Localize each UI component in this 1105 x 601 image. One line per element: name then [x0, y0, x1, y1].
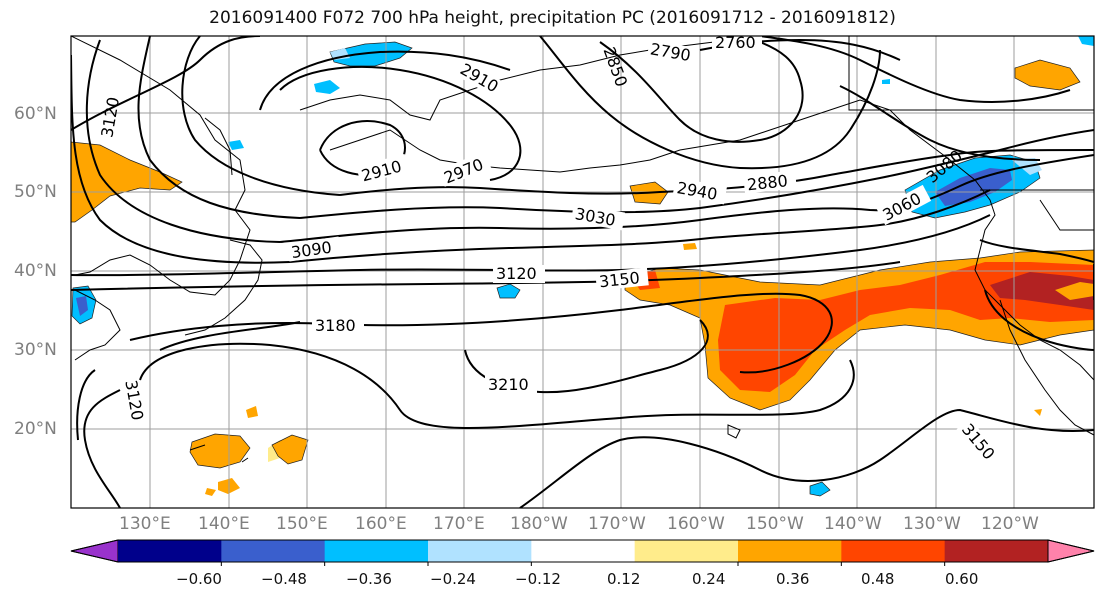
contour-label: 3210: [488, 375, 529, 394]
colorbar-outline: [70, 539, 1095, 563]
colorbar-extend-min: [70, 539, 119, 563]
colorbar-segment: [634, 540, 739, 562]
precip-orange-west: [71, 141, 183, 223]
lat-label-50n: 50°N: [14, 182, 57, 202]
colorbar-extend-max: [1047, 539, 1095, 563]
colorbar-segment: [841, 540, 946, 562]
colorbar-segment: [221, 540, 326, 562]
lon-label-170w: 170°W: [588, 514, 646, 534]
lat-label-20n: 20°N: [14, 419, 57, 439]
contour-label: 2880: [746, 171, 788, 194]
colorbar-tick-label: −0.36: [346, 570, 392, 588]
colorbar-tick-label: −0.12: [515, 570, 561, 588]
colorbar-tick-label: −0.60: [176, 570, 222, 588]
colorbar-segment: [944, 540, 1049, 562]
contour-label: 3120: [496, 264, 537, 283]
precip-darkred-core: [990, 272, 1094, 310]
map-frame: [70, 35, 1095, 509]
colorbar-tick-label: −0.48: [261, 570, 307, 588]
colorbar-tick-label: 0.24: [692, 570, 726, 588]
lon-label-180w: 180°W: [510, 514, 568, 534]
colorbar-segment: [428, 540, 532, 562]
precip-shading: [71, 36, 1094, 497]
contour-label: 3180: [315, 316, 356, 335]
lon-label-150e: 150°E: [276, 514, 328, 534]
colorbar-tick-label: 0.48: [861, 570, 895, 588]
graticule: [71, 36, 1094, 508]
colorbar: [70, 539, 1095, 566]
lon-label-140w: 140°W: [824, 514, 882, 534]
colorbar-tick-label: 0.60: [945, 570, 979, 588]
map-plot-area: 2760 2790 2850 2910 2910 2970 2940 2880 …: [71, 33, 1094, 508]
colorbar-tick-label: 0.12: [607, 570, 641, 588]
lon-label-160w: 160°W: [667, 514, 725, 534]
colorbar-segment: [738, 540, 842, 562]
colorbar-tick-label: 0.36: [776, 570, 810, 588]
contour-label: 2760: [715, 33, 756, 52]
lat-label-30n: 30°N: [14, 340, 57, 360]
lat-label-40n: 40°N: [14, 261, 57, 281]
lon-label-160e: 160°E: [355, 514, 407, 534]
map-title: 2016091400 F072 700 hPa height, precipit…: [209, 8, 896, 28]
contour-label: 3150: [598, 268, 640, 291]
colorbar-segment: [118, 540, 222, 562]
lon-label-170e: 170°E: [433, 514, 485, 534]
lon-label-120w: 120°W: [981, 514, 1039, 534]
colorbar-tick-label: −0.24: [430, 570, 476, 588]
lon-label-130w: 130°W: [903, 514, 961, 534]
lon-label-130e: 130°E: [119, 514, 171, 534]
lat-label-60n: 60°N: [14, 104, 57, 124]
lon-label-150w: 150°W: [746, 514, 804, 534]
lon-label-140e: 140°E: [198, 514, 250, 534]
precip-blue-bering: [329, 41, 413, 67]
colorbar-segment: [324, 540, 429, 562]
colorbar-segment: [531, 540, 636, 562]
